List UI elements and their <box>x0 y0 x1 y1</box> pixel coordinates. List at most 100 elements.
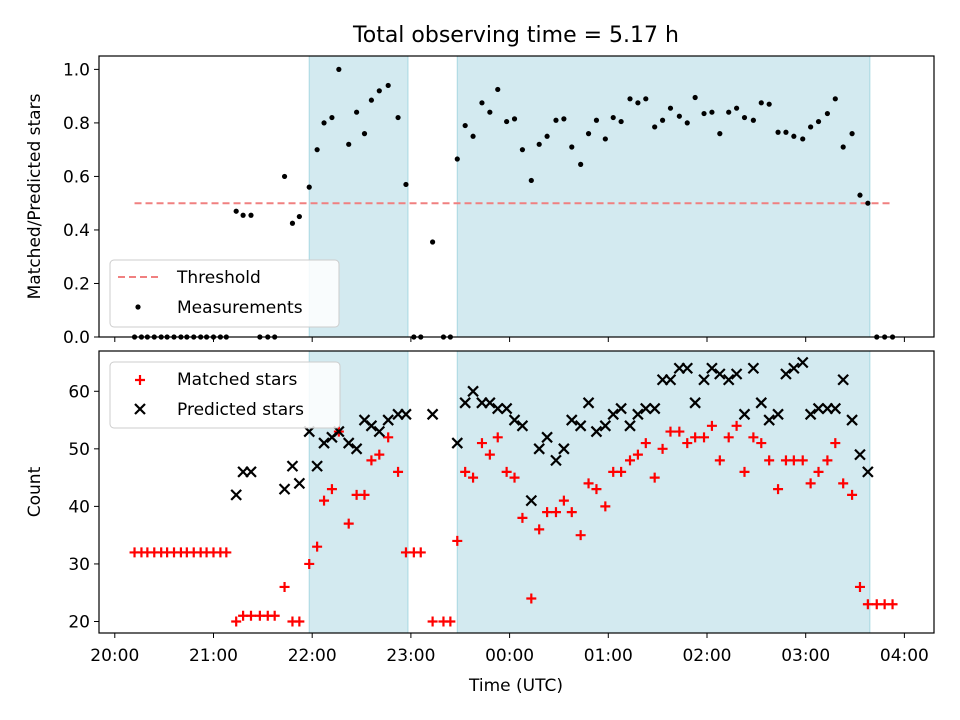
predicted-star-point <box>451 437 464 449</box>
predicted-star-point <box>722 373 735 386</box>
predicted-star-point <box>400 408 412 421</box>
matched-star-point <box>468 472 479 483</box>
matched-star-point <box>625 455 636 466</box>
measurement-point <box>289 220 296 226</box>
measurement-point <box>240 212 246 218</box>
x-tick-label: 01:00 <box>584 646 633 666</box>
predicted-star-point <box>500 402 513 415</box>
predicted-star-point <box>382 414 394 426</box>
predicted-star-point <box>706 362 718 375</box>
matched-star-point <box>665 426 676 437</box>
matched-star-point <box>854 581 865 592</box>
matched-star-point <box>813 466 824 477</box>
matched-star-point <box>822 455 833 466</box>
predicted-star-point <box>550 454 562 467</box>
measurement-point <box>296 213 302 220</box>
measurement-point <box>791 133 797 139</box>
matched-star-point <box>245 610 256 621</box>
legend: Threshold Measurements <box>109 259 340 328</box>
matched-star-point <box>566 507 577 518</box>
matched-star-point <box>452 535 463 546</box>
y-axis-label: Matched/Predicted stars <box>25 93 45 299</box>
matched-star-point <box>304 558 315 569</box>
legend-box <box>109 361 341 429</box>
y-tick-label: 0.6 <box>63 167 90 187</box>
y-tick-label: 30 <box>68 555 90 575</box>
figure-title: Total observing time = 5.17 h <box>352 23 679 48</box>
measurement-point <box>306 184 312 190</box>
predicted-star-point <box>533 443 545 455</box>
predicted-star-point <box>772 408 784 421</box>
matched-star-point <box>887 599 898 610</box>
predicted-star-point <box>350 443 363 455</box>
matched-star-point <box>550 507 561 518</box>
measurement-point <box>692 94 698 101</box>
predicted-star-point <box>763 414 775 426</box>
measurement-point <box>511 116 518 122</box>
measurement-point <box>717 131 723 137</box>
matched-star-point <box>343 518 354 529</box>
matched-star-point <box>657 443 668 454</box>
measurement-point <box>487 109 493 115</box>
measurement-point <box>758 100 764 106</box>
measurement-point <box>430 239 436 245</box>
measurement-point <box>832 96 838 102</box>
x-tick-label: 00:00 <box>485 646 534 666</box>
predicted-star-point <box>730 368 743 380</box>
matched-star-point <box>374 449 385 460</box>
matched-star-point <box>484 449 495 460</box>
plot-frame <box>98 55 935 338</box>
measurement-point <box>368 97 375 103</box>
matched-star-point <box>600 501 611 512</box>
predicted-star-point <box>484 397 496 409</box>
matched-star-point <box>534 524 545 535</box>
predicted-star-point <box>318 437 330 449</box>
predicted-star-point <box>854 448 866 461</box>
matched-star-point <box>542 507 553 518</box>
y-tick-label: 0.8 <box>63 114 90 134</box>
matched-star-point <box>231 616 242 627</box>
predicted-star-point <box>516 420 529 432</box>
measurement-point <box>593 117 600 123</box>
matched-star-point <box>731 420 742 431</box>
matched-star-point <box>616 466 627 477</box>
measurement-point <box>652 124 658 130</box>
measurement-point <box>857 192 863 198</box>
predicted-star-point <box>590 425 603 438</box>
predicted-star-point <box>278 483 291 495</box>
matched-star-point <box>773 484 784 495</box>
measurement-point <box>321 120 327 126</box>
predicted-star-point <box>582 397 595 409</box>
legend-threshold-label: Threshold <box>176 268 261 288</box>
measurement-point <box>684 120 690 126</box>
y-tick-label: 20 <box>68 612 90 632</box>
matched-star-point <box>517 512 528 523</box>
measurement-point <box>734 105 740 111</box>
predicted-star-point <box>541 431 553 444</box>
measurement-point <box>618 118 624 125</box>
predicted-star-point <box>689 397 701 409</box>
measurement-point <box>528 177 534 184</box>
matched-star-point <box>756 438 767 449</box>
predicted-star-point <box>788 362 800 375</box>
x-tick-label: 02:00 <box>682 646 731 666</box>
matched-star-point <box>632 449 643 460</box>
legend: Matched stars Predicted stars <box>109 361 341 429</box>
matched-star-point <box>682 438 693 449</box>
measurement-point <box>635 100 641 106</box>
predicted-star-point <box>837 373 849 386</box>
matched-star-point <box>640 438 651 449</box>
matched-star-point <box>383 432 394 443</box>
matched-star-point <box>788 455 799 466</box>
matched-star-point <box>445 616 456 627</box>
shaded-interval <box>456 55 871 338</box>
legend-measurement-swatch <box>135 304 141 310</box>
matched-star-point <box>526 593 537 604</box>
predicted-star-point <box>640 402 652 415</box>
matched-star-point <box>460 466 471 477</box>
measurement-point <box>462 122 468 129</box>
predicted-star-point <box>846 414 858 426</box>
measurement-point <box>544 133 550 139</box>
count-panel: 20 30 40 50 60 20:00 21:00 22:00 23:00 00:00 01:00… <box>25 350 935 666</box>
